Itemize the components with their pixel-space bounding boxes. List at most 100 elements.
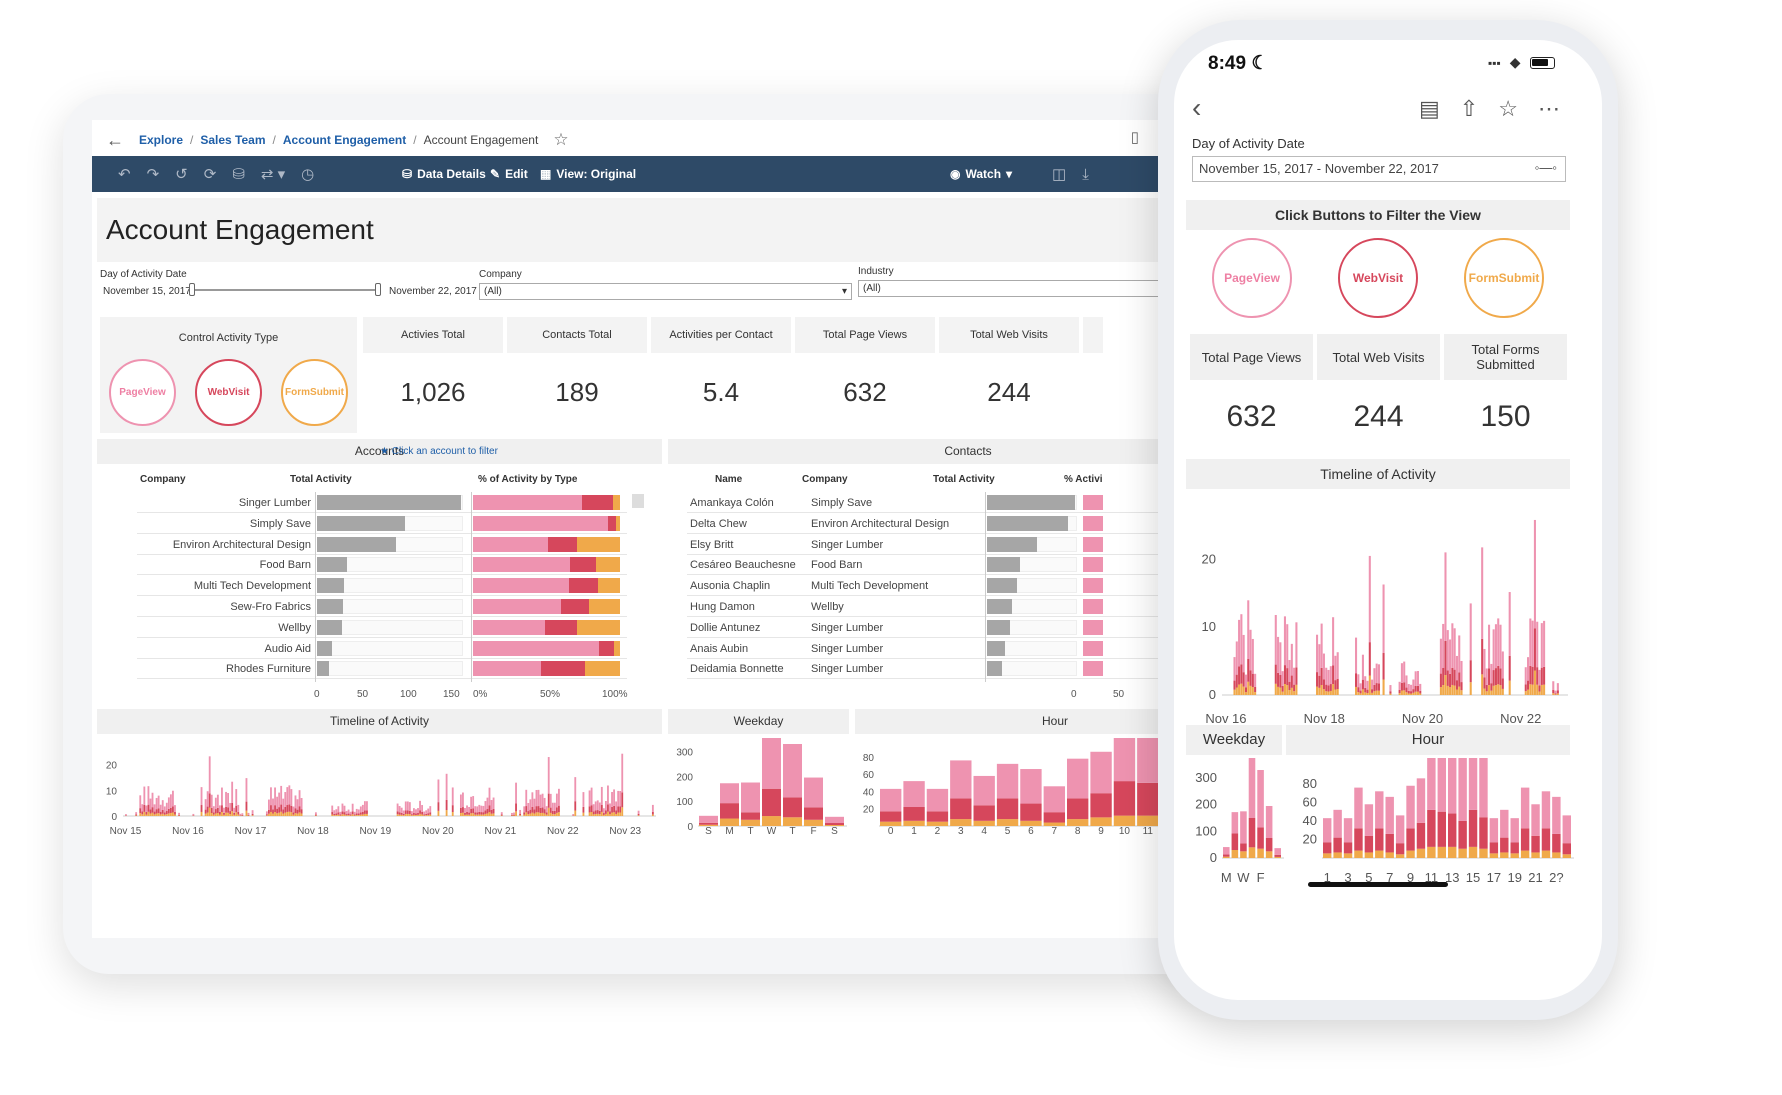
- comments-icon[interactable]: ◫: [1052, 166, 1067, 183]
- webvisit-button[interactable]: WebVisit: [195, 359, 262, 426]
- account-filter-hint[interactable]: ★ Click an account to filter: [380, 446, 498, 457]
- more-icon[interactable]: ⋯: [1537, 96, 1560, 121]
- accounts-scrollbar[interactable]: [632, 494, 644, 508]
- favorite-star-icon[interactable]: ☆: [1498, 96, 1518, 121]
- metrics-icon[interactable]: ◷: [301, 166, 315, 183]
- bar-pageview: [555, 793, 558, 808]
- contacts-row[interactable]: Ausonia Chaplin Multi Tech Development: [687, 575, 1252, 597]
- contacts-row[interactable]: Hung Damon Wellby: [687, 596, 1252, 617]
- breadcrumb-item-account-engagement[interactable]: Account Engagement: [282, 133, 407, 147]
- bar-pageview: [204, 799, 207, 810]
- bar-formsubmit: [413, 814, 415, 816]
- back-arrow-icon[interactable]: ←: [106, 129, 124, 150]
- kpi-label: Activities per Contact: [669, 329, 773, 341]
- slider-handle-end[interactable]: [375, 283, 381, 296]
- bar-pageview: [609, 803, 611, 812]
- bar-formsubmit: [1279, 687, 1282, 695]
- bar-formsubmit: [366, 813, 368, 816]
- phone-webvisit-button[interactable]: WebVisit: [1338, 238, 1418, 318]
- bar-formsubmit: [282, 813, 285, 816]
- pause-icon[interactable]: ⛁: [232, 166, 245, 183]
- accounts-row[interactable]: Food Barn: [137, 554, 627, 576]
- pct-segment-webvisit: [581, 495, 613, 510]
- watch-button[interactable]: ◉ Watch ▾: [950, 156, 1012, 192]
- bar-formsubmit: [1427, 846, 1436, 858]
- bar-webvisit: [147, 804, 150, 812]
- bar-pageview: [1290, 643, 1293, 676]
- x-tick-label: 10: [1119, 826, 1131, 837]
- accounts-row[interactable]: Sew-Fro Fabrics: [137, 596, 627, 617]
- date-range-slider[interactable]: [189, 283, 381, 297]
- data-details-button[interactable]: ⛁ Data Details: [402, 156, 486, 192]
- accounts-row[interactable]: Audio Aid: [137, 638, 627, 659]
- y-tick-label: 20: [106, 761, 118, 772]
- slider-handle-start[interactable]: [189, 283, 195, 296]
- bar-pageview: [553, 802, 556, 811]
- total-activity-bar: [987, 578, 1018, 594]
- swap-icon[interactable]: ⇄ ▾: [260, 166, 286, 183]
- contacts-row[interactable]: Elsy Britt Singer Lumber: [687, 534, 1252, 555]
- bar-webvisit: [353, 814, 356, 816]
- bar-webvisit: [1490, 683, 1493, 691]
- accounts-row[interactable]: Multi Tech Development: [137, 575, 627, 597]
- total-track: [317, 640, 463, 656]
- refresh-icon[interactable]: ⟳: [203, 166, 217, 183]
- bar-formsubmit: [1361, 689, 1364, 695]
- edit-button[interactable]: ✎ Edit: [490, 156, 528, 192]
- pct-segment-pageview: [1083, 515, 1103, 531]
- bar-formsubmit: [1318, 687, 1321, 695]
- x-tick-label: W: [767, 826, 777, 837]
- industry-select[interactable]: (All): [858, 280, 1252, 297]
- redo-icon[interactable]: ↷: [146, 166, 160, 183]
- company-select[interactable]: (All) ▾: [479, 283, 852, 300]
- contacts-row[interactable]: Anais Aubin Singer Lumber: [687, 638, 1252, 659]
- breadcrumb-current: Account Engagement: [423, 133, 539, 147]
- bar-formsubmit: [1254, 692, 1257, 695]
- bar-formsubmit: [1247, 681, 1250, 695]
- contacts-row[interactable]: Deidamia Bonnette Singer Lumber: [687, 658, 1252, 680]
- contacts-row[interactable]: Delta Chew Environ Architectural Design: [687, 513, 1252, 534]
- view-button[interactable]: ▦ View: Original: [540, 156, 636, 192]
- accounts-row[interactable]: Wellby: [137, 617, 627, 638]
- axis-tick: 0: [1071, 689, 1077, 700]
- bar-webvisit: [1375, 683, 1378, 691]
- phone-date-range-field[interactable]: November 15, 2017 - November 22, 2017 ◦—◦: [1192, 156, 1566, 182]
- bar-webvisit: [1499, 668, 1502, 686]
- bar-webvisit: [825, 823, 844, 826]
- toolbar: ↶ ↷ ↺ ⟳ ⛁ ⇄ ▾ ◷ ⛁ Data Details ✎ Edit ▦ Vie…: [92, 156, 1252, 192]
- pageview-button[interactable]: PageView: [109, 359, 176, 426]
- breadcrumb-item-sales-team[interactable]: Sales Team: [200, 133, 266, 147]
- pct-segment-formsubmit: [597, 578, 620, 594]
- accounts-row[interactable]: Singer Lumber: [137, 492, 627, 513]
- download-icon[interactable]: ⤓: [1082, 165, 1089, 183]
- favorite-star-icon[interactable]: ☆: [553, 130, 569, 149]
- formsubmit-button[interactable]: FormSubmit: [281, 359, 348, 426]
- contacts-row[interactable]: Dollie Antunez Singer Lumber: [687, 617, 1252, 638]
- bar-pageview: [212, 806, 215, 813]
- revert-icon[interactable]: ↺: [175, 166, 188, 183]
- breadcrumb-item-explore[interactable]: Explore: [139, 133, 184, 147]
- share-icon[interactable]: ⇧: [1459, 96, 1479, 121]
- contact-company: Food Barn: [811, 559, 863, 572]
- phone-formsubmit-button[interactable]: FormSubmit: [1464, 238, 1544, 318]
- contact-company: Multi Tech Development: [811, 580, 929, 593]
- data-icon[interactable]: ▤: [1419, 96, 1440, 121]
- total-activity-bar: [317, 536, 396, 552]
- contacts-row[interactable]: Amankaya Colón Simply Save: [687, 492, 1252, 513]
- back-chevron-icon[interactable]: ‹: [1192, 92, 1202, 123]
- pct-segment-pageview: [1083, 536, 1103, 552]
- bar-webvisit: [1492, 670, 1495, 686]
- pct-segment-pageview: [473, 515, 609, 531]
- phone-pageview-button[interactable]: PageView: [1212, 238, 1292, 318]
- bar-formsubmit: [1499, 685, 1502, 695]
- bar-webvisit: [1382, 653, 1385, 680]
- contacts-row[interactable]: Cesáreo Beauchesne Food Barn: [687, 554, 1252, 576]
- bar-formsubmit: [1543, 684, 1546, 695]
- device-preview-icon[interactable]: ▯: [1130, 129, 1139, 146]
- bar-formsubmit: [227, 812, 229, 816]
- accounts-row[interactable]: Rhodes Furniture: [137, 658, 627, 680]
- accounts-row[interactable]: Environ Architectural Design: [137, 534, 627, 555]
- undo-icon[interactable]: ↶: [118, 166, 131, 183]
- accounts-row[interactable]: Simply Save: [137, 513, 627, 534]
- bar-webvisit: [1354, 828, 1363, 851]
